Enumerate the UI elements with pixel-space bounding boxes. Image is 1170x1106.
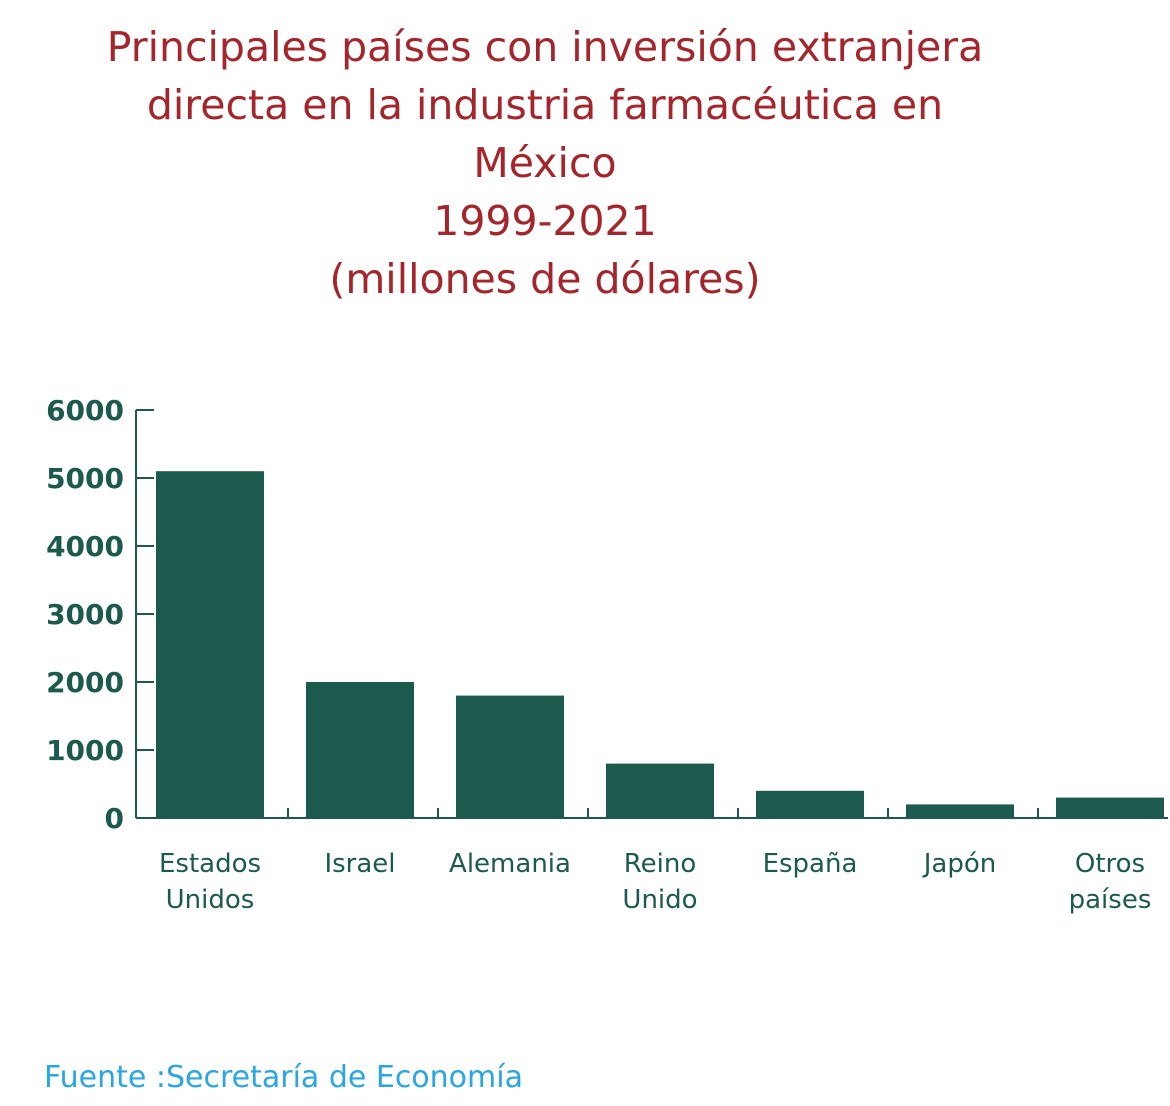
y-tick-label: 1000 xyxy=(46,734,124,767)
chart-title-line-5: (millones de dólares) xyxy=(329,255,761,303)
chart-title-line-1: Principales países con inversión extranj… xyxy=(106,23,984,71)
bar-1 xyxy=(306,682,414,818)
bar-3 xyxy=(606,763,714,818)
source-note: Fuente :Secretaría de Economía xyxy=(44,1060,523,1095)
bar-4 xyxy=(756,790,864,818)
y-tick-label: 3000 xyxy=(46,598,124,631)
bar-0 xyxy=(156,471,264,818)
y-tick-label: 5000 xyxy=(46,462,124,495)
bar-6 xyxy=(1056,797,1164,818)
x-category-label: Alemania xyxy=(449,849,571,879)
x-category-label: Reino Unido xyxy=(622,849,697,915)
x-category-label: Estados Unidos xyxy=(159,849,261,915)
y-tick-label: 0 xyxy=(105,802,124,835)
chart-title-line-3: México xyxy=(473,139,617,187)
y-tick-label: 6000 xyxy=(46,394,124,427)
y-tick-label: 4000 xyxy=(46,530,124,563)
chart-title-line-2: directa en la industria farmacéutica en xyxy=(146,81,944,129)
bar-5 xyxy=(906,804,1014,818)
x-category-label: Israel xyxy=(324,849,395,879)
chart-title-line-4: 1999-2021 xyxy=(433,197,657,245)
x-category-label: Japón xyxy=(922,849,997,879)
chart-title: Principales países con inversión extranj… xyxy=(0,18,1090,308)
x-category-label: Otros países xyxy=(1069,849,1152,915)
bar-chart: 0 1000 2000 3000 4000 5000 6000 Estados Unidos Is… xyxy=(46,394,1168,915)
y-tick-label: 2000 xyxy=(46,666,124,699)
bar-2 xyxy=(456,695,564,818)
x-category-label: España xyxy=(763,849,858,879)
